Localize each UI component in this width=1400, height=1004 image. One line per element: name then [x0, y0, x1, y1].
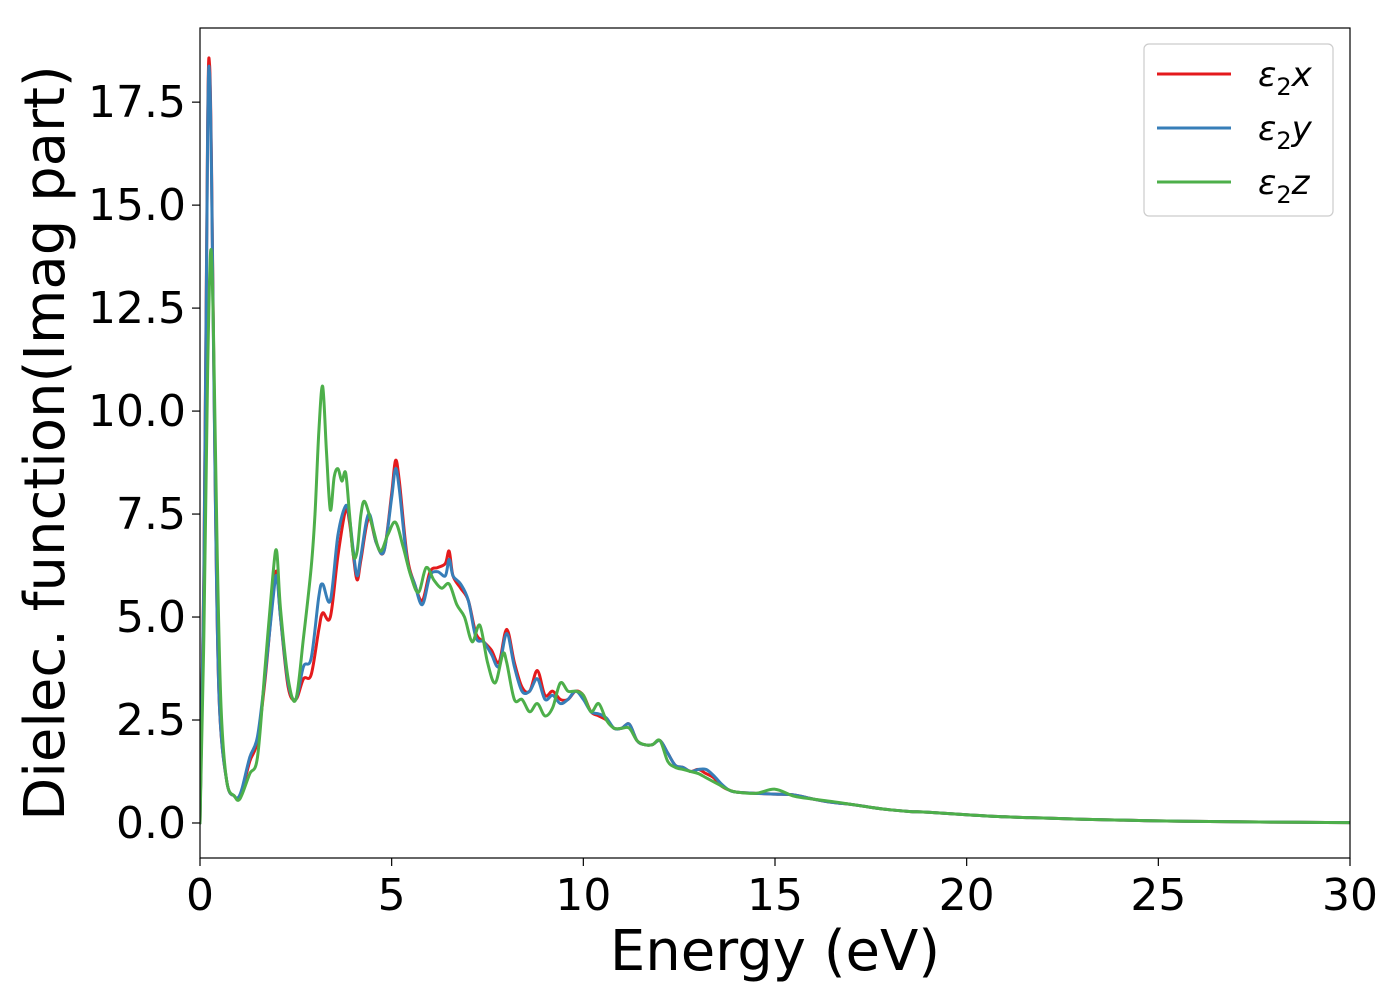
- x-tick-label: 10: [555, 870, 611, 921]
- legend-variable: x: [1291, 55, 1313, 95]
- legend-epsilon: ε: [1258, 163, 1276, 203]
- y-axis-title: Dielec. function(Imag part): [13, 65, 78, 821]
- x-tick-label: 0: [186, 870, 214, 921]
- y-tick-label: 0.0: [116, 798, 186, 849]
- x-tick-label: 5: [378, 870, 406, 921]
- series-line-z: [200, 248, 1350, 825]
- y-tick-label: 7.5: [116, 489, 186, 540]
- x-tick-label: 20: [939, 870, 995, 921]
- legend-variable: y: [1291, 109, 1313, 149]
- legend-epsilon: ε: [1258, 55, 1276, 95]
- x-tick-label: 25: [1130, 870, 1186, 921]
- y-tick-label: 10.0: [88, 386, 186, 437]
- y-tick-label: 17.5: [88, 77, 186, 128]
- legend-label-y: ε2y: [1258, 109, 1313, 155]
- legend-subscript: 2: [1276, 73, 1291, 101]
- x-axis-title: Energy (eV): [610, 919, 940, 984]
- x-tick-label: 30: [1322, 870, 1378, 921]
- legend-label-z: ε2z: [1258, 163, 1311, 209]
- legend-label-x: ε2x: [1258, 55, 1313, 101]
- legend-subscript: 2: [1276, 181, 1291, 209]
- legend-epsilon: ε: [1258, 109, 1276, 149]
- legend-subscript: 2: [1276, 127, 1291, 155]
- y-tick-label: 5.0: [116, 592, 186, 643]
- ticks-layer: 0 5 10 15 20 25 30 0.0 2.5 5.0 7.5 10.0 12.5 15.0 17.5: [88, 77, 1378, 921]
- legend-box: [1143, 43, 1334, 217]
- series-layer: [200, 56, 1350, 825]
- legend-variable: z: [1291, 163, 1311, 203]
- y-tick-label: 12.5: [88, 283, 186, 334]
- x-tick-label: 15: [747, 870, 803, 921]
- y-tick-label: 2.5: [116, 695, 186, 746]
- y-tick-label: 15.0: [88, 180, 186, 231]
